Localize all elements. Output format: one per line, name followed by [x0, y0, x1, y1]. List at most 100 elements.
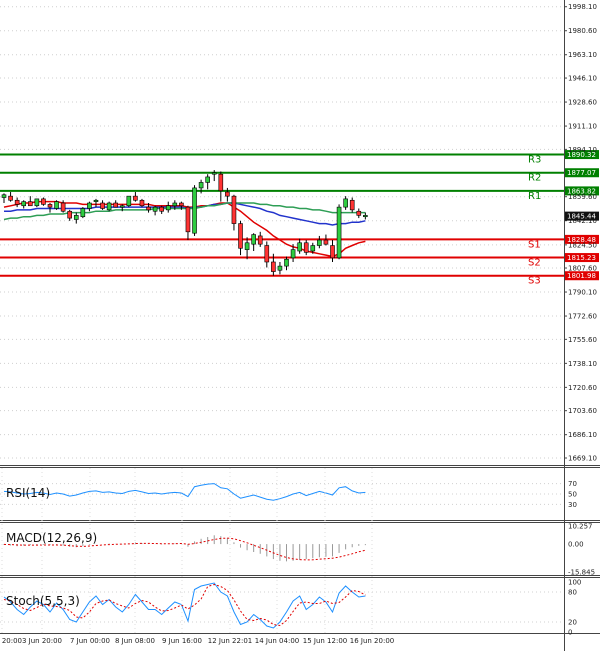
candle-body — [139, 199, 145, 207]
candle — [126, 195, 132, 208]
candle — [60, 200, 66, 213]
candle-body — [60, 202, 66, 212]
candle-body — [271, 261, 276, 272]
candle-body — [297, 242, 302, 252]
price-tick-label: 1928.60 — [568, 99, 597, 107]
rsi-line — [3, 483, 366, 501]
price-tick-label: 1669.10 — [568, 455, 597, 463]
candle — [257, 231, 263, 247]
level-tag-text-s3: 1801.98 — [567, 272, 596, 280]
candle — [310, 242, 316, 254]
price-tick-label: 1790.10 — [568, 289, 597, 297]
time-tick-label: 14 Jun 04:00 — [255, 637, 299, 645]
candle — [27, 196, 33, 207]
price-tick-label: 1703.60 — [568, 407, 597, 415]
candle — [218, 171, 224, 202]
level-label-s3: S3 — [528, 276, 541, 287]
candle — [1, 193, 7, 204]
level-label-r1: R1 — [528, 191, 541, 202]
price-tick-label: 1963.10 — [568, 51, 597, 59]
candle-body — [343, 198, 348, 208]
candle-body — [198, 182, 204, 189]
ma-line — [3, 202, 366, 221]
candle-body — [27, 201, 33, 207]
pivot-levels: R3 1890.32 R2 1877.07 R1 1863.82 S1 1828.48 S2 18… — [0, 150, 599, 287]
candle — [179, 201, 184, 210]
candle — [349, 197, 355, 213]
candle-body — [21, 201, 27, 207]
candle-body — [172, 202, 178, 207]
level-tag-text-s1: 1828.48 — [567, 236, 596, 244]
candle — [264, 241, 270, 268]
stoch-tick-label: 20 — [568, 619, 577, 627]
level-tag-r2 — [565, 168, 599, 178]
stoch-k-line — [3, 582, 366, 629]
time-tick-label: 12 Jun 22:01 — [208, 637, 252, 645]
rsi-tick-label: 30 — [568, 501, 577, 509]
candle-body — [93, 199, 99, 202]
candle — [172, 200, 178, 210]
candle-body — [87, 202, 92, 209]
candle-body — [14, 199, 20, 205]
stoch-d-line — [3, 583, 366, 627]
level-tag-r1 — [565, 186, 599, 196]
macd-tick-label: 10.257 — [568, 523, 593, 531]
candle — [139, 198, 145, 208]
candle — [251, 233, 256, 252]
candle — [8, 192, 13, 202]
candle — [80, 207, 86, 219]
rsi-panel: 70 50 30 — [0, 480, 577, 509]
candle-body — [1, 194, 7, 198]
candle — [47, 203, 53, 213]
candle-body — [211, 172, 217, 175]
candle — [192, 185, 197, 236]
candle — [14, 197, 20, 208]
current-price-tag — [565, 211, 599, 221]
rsi-label: RSI(14) — [6, 486, 50, 500]
candle-body — [185, 206, 191, 233]
candle-body — [106, 202, 112, 211]
candle — [185, 205, 191, 241]
price-tick-label: 1738.10 — [568, 360, 597, 368]
candle-body — [257, 235, 263, 245]
candle — [297, 238, 302, 254]
stoch-tick-label: 80 — [568, 589, 577, 597]
candle — [231, 194, 237, 231]
candle-body — [231, 195, 237, 224]
price-tick-label: 1772.60 — [568, 313, 597, 321]
candle — [336, 204, 342, 260]
stoch-label: Stoch(5,5,3) — [6, 594, 80, 608]
candle — [34, 198, 40, 208]
candle-body — [133, 195, 138, 201]
candle — [343, 196, 348, 210]
candle — [303, 240, 309, 256]
candle-body — [310, 245, 316, 252]
candle-body — [100, 202, 105, 209]
rsi-tick-label: 50 — [568, 491, 577, 499]
price-tick-label: 1755.60 — [568, 336, 597, 344]
level-tag-text-r1: 1863.82 — [567, 187, 596, 195]
candle — [363, 212, 368, 220]
candle-body — [205, 176, 210, 183]
candle — [67, 209, 72, 221]
level-tag-text-r3: 1890.32 — [567, 151, 596, 159]
macd-tick-label: 0.00 — [568, 541, 584, 549]
candle — [317, 235, 322, 249]
price-tick-label: 1911.10 — [568, 123, 597, 131]
candle-body — [317, 239, 322, 246]
candle — [146, 203, 151, 213]
candle-body — [179, 202, 184, 207]
candle — [277, 261, 283, 275]
candle-body — [330, 245, 335, 259]
candle-body — [225, 191, 230, 197]
stoch-tick-label: 0 — [568, 629, 572, 637]
candle-body — [363, 215, 368, 218]
candle-body — [244, 242, 250, 250]
candle-body — [218, 173, 224, 191]
macd-label: MACD(12,26,9) — [6, 531, 97, 545]
candle — [152, 205, 158, 216]
candle-body — [41, 198, 46, 205]
price-tick-label: 1859.60 — [568, 193, 597, 201]
time-axis: 2 Jun 20:003 Jun 20:00 7 Jun 00:00 8 Jun 0… — [0, 468, 394, 645]
